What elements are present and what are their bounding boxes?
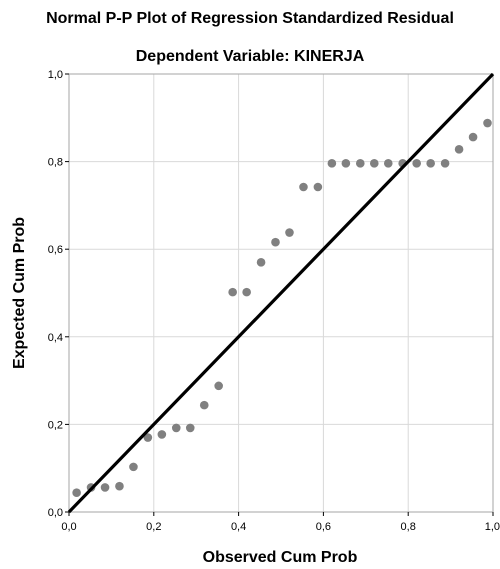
data-point <box>72 488 81 498</box>
y-tick-label: 0,6 <box>48 244 63 256</box>
data-point <box>228 287 237 297</box>
x-tick-label: 0,2 <box>146 521 161 533</box>
y-tick-label: 1,0 <box>48 69 63 81</box>
data-point <box>171 423 181 433</box>
x-axis-title: Observed Cum Prob <box>202 549 358 566</box>
data-point <box>454 145 464 154</box>
data-point <box>327 159 337 168</box>
tick-labels: 0,0 0,2 0,4 0,6 0,8 1,0 0,0 0,2 0,4 0,6 0,8 1,0 <box>48 69 500 533</box>
data-point <box>313 182 323 192</box>
data-point <box>185 423 195 433</box>
x-tick-label: 0,0 <box>61 521 76 533</box>
reference-line-group <box>67 72 495 514</box>
data-point <box>299 182 308 192</box>
x-tick-label: 0,6 <box>316 521 331 533</box>
plot-frame <box>68 73 494 513</box>
data-point <box>157 430 167 439</box>
data-point <box>341 159 351 168</box>
data-point <box>242 287 251 297</box>
y-tick-label: 0,8 <box>48 157 63 169</box>
x-tick-label: 1,0 <box>485 521 500 533</box>
chart-title: Normal P-P Plot of Regression Standardiz… <box>46 10 454 27</box>
data-point <box>468 132 478 142</box>
chart-subtitle: Dependent Variable: KINERJA <box>135 48 365 65</box>
data-point <box>440 159 450 168</box>
data-point <box>285 228 294 237</box>
data-point <box>115 481 124 491</box>
data-point <box>129 462 138 472</box>
data-points <box>72 118 492 498</box>
data-point <box>143 433 153 442</box>
x-tick-label: 0,8 <box>401 521 416 533</box>
y-tick-label: 0,4 <box>48 332 63 344</box>
data-point <box>483 118 492 128</box>
reference-line <box>67 72 495 514</box>
data-point <box>100 483 110 492</box>
grid <box>69 74 493 512</box>
y-tick-label: 0,2 <box>48 419 63 431</box>
data-point <box>214 381 223 391</box>
data-point <box>426 159 435 168</box>
data-point <box>355 159 365 168</box>
data-point <box>412 159 421 168</box>
data-point <box>199 400 209 410</box>
plot-border <box>68 73 494 513</box>
data-point <box>383 159 393 168</box>
data-point <box>271 237 280 247</box>
x-tick-label: 0,4 <box>231 521 246 533</box>
y-tick-label: 0,0 <box>48 507 63 519</box>
y-axis-title: Expected Cum Prob <box>11 216 28 370</box>
data-point <box>369 159 379 168</box>
data-point <box>256 258 266 267</box>
